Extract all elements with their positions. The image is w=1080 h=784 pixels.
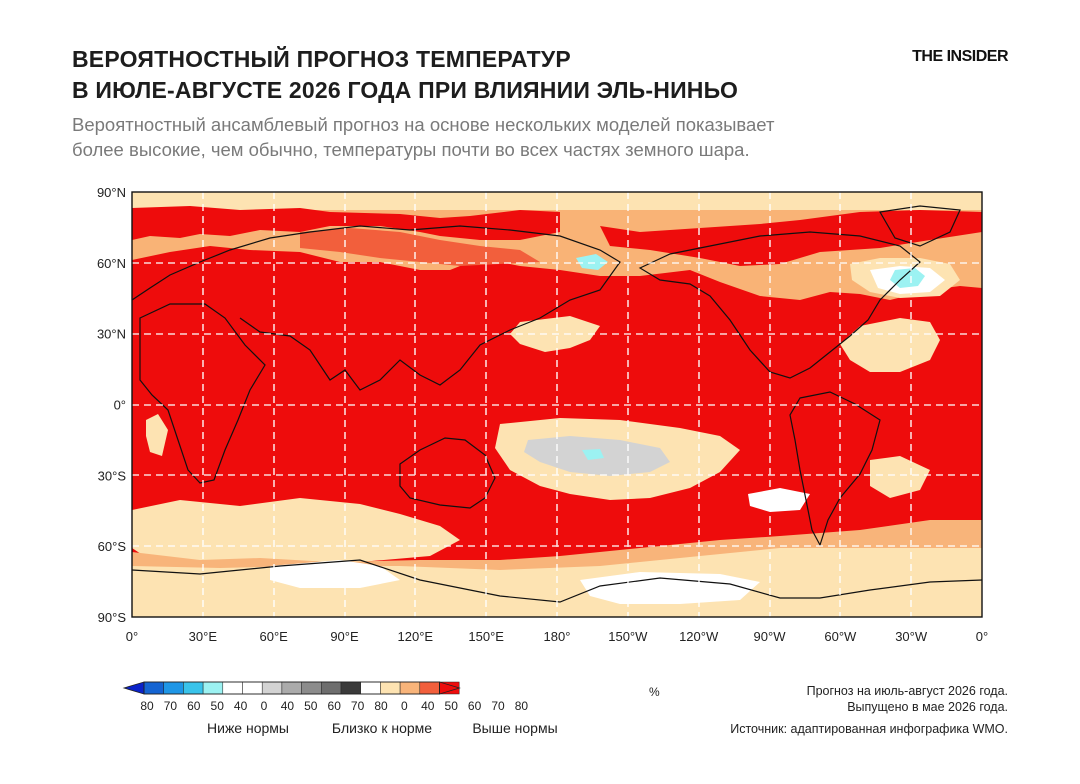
legend-swatch <box>281 681 302 695</box>
title-line-2: В ИЮЛЕ-АВГУСТЕ 2026 ГОДА ПРИ ВЛИЯНИИ ЭЛЬ… <box>72 77 739 103</box>
latitude-ticks: 90°N 60°N 30°N 0° 30°S 60°S 90°S <box>97 185 126 625</box>
legend-swatch <box>399 681 421 695</box>
legend-tick-label: 40 <box>234 699 248 713</box>
region-spacific-blue <box>582 449 604 460</box>
coast-antarctica <box>132 559 982 603</box>
chart-title: ВЕРОЯТНОСТНЫЙ ПРОГНОЗ ТЕМПЕРАТУР В ИЮЛЕ-… <box>72 44 738 106</box>
lat-tick-label: 90°N <box>97 185 126 200</box>
legend-tick-label: 80 <box>374 699 388 713</box>
lat-tick-label: 60°S <box>98 539 127 554</box>
legend-group-near: Близко к норме <box>332 720 432 736</box>
subtitle-line-1: Вероятностный ансамблевый прогноз на осн… <box>72 114 775 135</box>
legend-unit: % <box>649 685 660 699</box>
legend-tick-labels: 80 70 60 50 40 0 40 50 60 70 80 0 40 50 60 70 80 <box>140 699 528 713</box>
region-sindian-pale <box>132 498 460 568</box>
lon-tick-label: 150°E <box>468 629 504 644</box>
lat-tick-label: 30°N <box>97 327 126 342</box>
legend-tick-label: 70 <box>351 699 365 713</box>
lon-tick-label: 90°E <box>330 629 359 644</box>
coast-greenland <box>879 205 961 247</box>
lat-tick-label: 90°S <box>98 610 127 625</box>
legend-tick-label: 40 <box>421 699 435 713</box>
region-epacific-pale <box>840 318 940 372</box>
brand-logo: THE INSIDER <box>912 48 1008 65</box>
region-antarctica-white-2 <box>580 572 760 604</box>
lon-tick-label: 60°W <box>824 629 857 644</box>
color-legend: 80 70 60 50 40 0 40 50 60 70 80 0 40 50 60 70 80 % Ниже … <box>122 681 660 736</box>
legend-swatch <box>222 681 243 695</box>
coast-north-america <box>638 231 921 379</box>
legend-tick-label: 60 <box>328 699 342 713</box>
chart-subtitle: Вероятностный ансамблевый прогноз на осн… <box>72 112 774 162</box>
legend-tick-label: 0 <box>261 699 268 713</box>
legend-tick-label: 40 <box>281 699 295 713</box>
legend-swatch <box>419 681 440 695</box>
legend-arrow-low <box>122 681 145 695</box>
legend-swatch <box>360 681 381 695</box>
region-alaska-blue <box>576 254 608 270</box>
legend-swatch <box>301 681 322 695</box>
legend-swatch <box>183 681 204 695</box>
lon-tick-label: 120°W <box>679 629 719 644</box>
legend-swatch <box>242 681 263 695</box>
lat-tick-label: 30°S <box>98 468 127 483</box>
region-canada-blue <box>890 268 925 288</box>
coastlines <box>132 205 982 603</box>
map-frame <box>131 191 983 618</box>
legend-colorbar <box>122 681 461 695</box>
legend-tick-label: 70 <box>164 699 178 713</box>
lon-tick-label: 150°W <box>608 629 648 644</box>
subtitle-line-2: более высокие, чем обычно, температуры п… <box>72 139 750 160</box>
footnote-issued: Выпущено в мае 2026 года. <box>847 700 1008 714</box>
lon-tick-label: 60°E <box>259 629 288 644</box>
legend-swatch <box>380 681 401 695</box>
legend-tick-label: 50 <box>211 699 225 713</box>
coast-europe-asia <box>132 225 621 391</box>
gridlines <box>132 192 982 617</box>
lon-tick-label: 30°E <box>189 629 218 644</box>
region-satlantic-pale <box>870 456 930 498</box>
legend-group-above: Выше нормы <box>472 720 557 736</box>
legend-tick-label: 50 <box>304 699 318 713</box>
legend-tick-label: 60 <box>187 699 201 713</box>
legend-swatch <box>202 681 224 695</box>
coast-south-america <box>789 391 881 547</box>
lon-tick-label: 0° <box>126 629 138 644</box>
footnote-source: Источник: адаптированная инфографика WMO… <box>730 722 1008 736</box>
lat-tick-label: 0° <box>114 398 126 413</box>
legend-bar-outline <box>143 681 440 695</box>
region-antarctica-white <box>270 560 400 588</box>
coast-australia <box>399 437 496 509</box>
title-line-1: ВЕРОЯТНОСТНЫЙ ПРОГНОЗ ТЕМПЕРАТУР <box>72 46 571 72</box>
lon-tick-label: 90°W <box>754 629 787 644</box>
legend-tick-label: 80 <box>515 699 529 713</box>
legend-group-below: Ниже нормы <box>207 720 289 736</box>
legend-swatch <box>143 681 164 695</box>
legend-swatch <box>321 681 342 695</box>
legend-swatch <box>163 681 184 695</box>
footnote-period: Прогноз на июль-август 2026 года. <box>806 684 1008 698</box>
region-spac-white <box>748 488 810 512</box>
region-eurasia-africa-red <box>132 206 560 240</box>
legend-swatch <box>340 681 361 695</box>
legend-tick-label: 60 <box>468 699 482 713</box>
region-westafrica-pale <box>146 414 168 456</box>
legend-tick-label: 0 <box>401 699 408 713</box>
longitude-ticks: 0° 30°E 60°E 90°E 120°E 150°E 180° 150°W 120°W 90… <box>126 629 988 644</box>
lon-tick-label: 30°W <box>895 629 928 644</box>
lon-tick-label: 180° <box>544 629 571 644</box>
legend-tick-label: 80 <box>140 699 154 713</box>
legend-tick-label: 50 <box>445 699 459 713</box>
legend-swatch <box>261 681 283 695</box>
lon-tick-label: 120°E <box>398 629 434 644</box>
lat-tick-label: 60°N <box>97 256 126 271</box>
region-siberia-orange <box>300 228 540 266</box>
lon-tick-label: 0° <box>976 629 988 644</box>
legend-tick-label: 70 <box>491 699 505 713</box>
